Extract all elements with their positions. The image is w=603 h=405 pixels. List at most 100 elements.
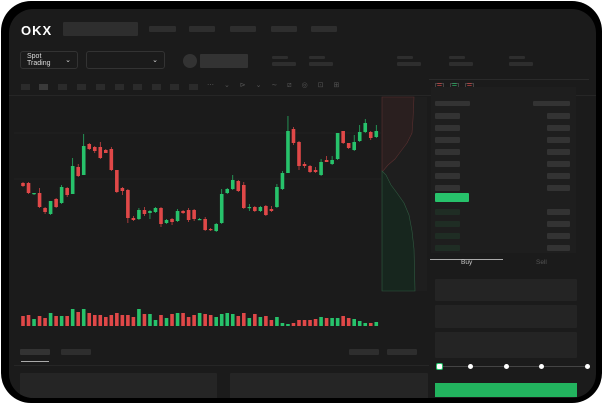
- assets-panel: [230, 373, 428, 398]
- ask-price[interactable]: [435, 185, 460, 191]
- timeframe-button[interactable]: [189, 84, 198, 90]
- candle-body: [92, 147, 97, 151]
- search-bar[interactable]: [63, 22, 138, 36]
- filter-button[interactable]: [387, 349, 417, 355]
- candle-body: [148, 211, 152, 213]
- tab-order-history[interactable]: [61, 349, 91, 355]
- volume-bar: [203, 314, 207, 326]
- bid-price[interactable]: [435, 233, 460, 239]
- volume-bar: [43, 318, 47, 326]
- timeframe-button[interactable]: [170, 84, 179, 90]
- chart-tools-icons[interactable]: ⋯ ⌄ ⊳ ⌄ ∼ ⧄ ◎ ⊡ ⊞: [207, 82, 344, 89]
- volume-bar: [219, 314, 224, 326]
- buy-submit-button[interactable]: [435, 383, 577, 397]
- nav-item[interactable]: [149, 26, 176, 32]
- tab-sell[interactable]: Sell: [536, 259, 547, 266]
- timeframe-button[interactable]: [115, 84, 124, 90]
- volume-bar: [341, 316, 345, 326]
- timeframe-button[interactable]: [77, 84, 86, 90]
- candle-body: [253, 207, 257, 211]
- candle-body: [131, 218, 136, 220]
- stat-value: [397, 62, 421, 66]
- nav-item[interactable]: [271, 26, 297, 32]
- volume-bar: [192, 315, 196, 326]
- slider-stop-100[interactable]: [585, 364, 590, 369]
- candle-body: [291, 129, 296, 143]
- pair-dropdown[interactable]: ⌄: [86, 51, 165, 69]
- volume-bar: [280, 323, 285, 326]
- ask-price[interactable]: [435, 173, 460, 179]
- okx-logo: OKX: [21, 23, 53, 38]
- volume-bar: [208, 315, 213, 326]
- candle-body: [335, 133, 340, 159]
- candle-body: [142, 210, 147, 214]
- volume-bar: [98, 315, 103, 326]
- total-input[interactable]: [435, 332, 577, 358]
- bid-price[interactable]: [435, 221, 460, 227]
- candlestick-chart[interactable]: [9, 9, 596, 398]
- volume-bar: [126, 315, 130, 326]
- bid-price[interactable]: [435, 209, 460, 215]
- tab-open-orders[interactable]: [20, 349, 50, 355]
- bid-price[interactable]: [435, 245, 460, 251]
- stat-value: [449, 62, 473, 66]
- amount-input[interactable]: [435, 305, 577, 328]
- ask-price[interactable]: [435, 113, 460, 119]
- timeframe-button-active[interactable]: [39, 84, 48, 90]
- volume-bar: [148, 314, 152, 326]
- nav-item[interactable]: [230, 26, 256, 32]
- volume-bar: [352, 319, 356, 326]
- filter-button[interactable]: [349, 349, 379, 355]
- candle-body: [368, 132, 373, 138]
- volume-bar: [175, 313, 180, 326]
- price-display: [200, 54, 248, 68]
- volume-bar: [324, 318, 329, 326]
- candle-body: [164, 220, 169, 223]
- candle-body: [269, 209, 274, 211]
- ask-price[interactable]: [435, 125, 460, 131]
- percent-slider-track[interactable]: [441, 366, 589, 367]
- nav-item[interactable]: [189, 26, 215, 32]
- timeframe-button[interactable]: [58, 84, 67, 90]
- app-screen: OKX Spot Trading ⌄ ⌄ ⋯ ⌄ ⊳ ⌄ ∼ ⧄ ◎ ⊡ ⊞: [9, 9, 596, 398]
- nav-item[interactable]: [311, 26, 337, 32]
- volume-bar: [115, 313, 119, 326]
- slider-handle[interactable]: [436, 363, 443, 370]
- volume-bar: [164, 318, 169, 326]
- active-tab-underline: [21, 361, 49, 362]
- volume-bar: [137, 309, 141, 326]
- candle-body: [54, 199, 58, 207]
- ask-price[interactable]: [435, 137, 460, 143]
- slider-stop-50[interactable]: [504, 364, 509, 369]
- candle-body: [115, 170, 119, 192]
- slider-stop-25[interactable]: [468, 364, 473, 369]
- candle-body: [286, 131, 290, 173]
- volume-bar: [346, 318, 351, 326]
- candle-body: [219, 194, 224, 223]
- volume-bar: [54, 316, 58, 326]
- ask-price[interactable]: [435, 161, 460, 167]
- timeframe-button[interactable]: [96, 84, 105, 90]
- ask-price[interactable]: [435, 149, 460, 155]
- volume-bar: [142, 314, 147, 326]
- depth-bid-area: [381, 170, 416, 292]
- divider: [14, 365, 429, 366]
- tab-buy[interactable]: Buy: [461, 259, 473, 266]
- candle-body: [324, 160, 329, 162]
- candle-body: [247, 207, 252, 209]
- candle-body: [275, 187, 279, 207]
- orderbook-header: [435, 101, 470, 106]
- timeframe-button[interactable]: [21, 84, 30, 90]
- volume-bar: [197, 313, 202, 326]
- timeframe-button[interactable]: [152, 84, 161, 90]
- volume-bar: [291, 323, 296, 326]
- volume-bar: [236, 316, 241, 326]
- timeframe-button[interactable]: [133, 84, 142, 90]
- candle-body: [225, 189, 230, 193]
- candle-body: [346, 143, 351, 148]
- order-size: [547, 221, 570, 227]
- slider-stop-75[interactable]: [539, 364, 544, 369]
- price-input[interactable]: [435, 279, 577, 301]
- candle-body: [159, 208, 163, 224]
- market-type-dropdown[interactable]: Spot Trading ⌄: [20, 51, 78, 69]
